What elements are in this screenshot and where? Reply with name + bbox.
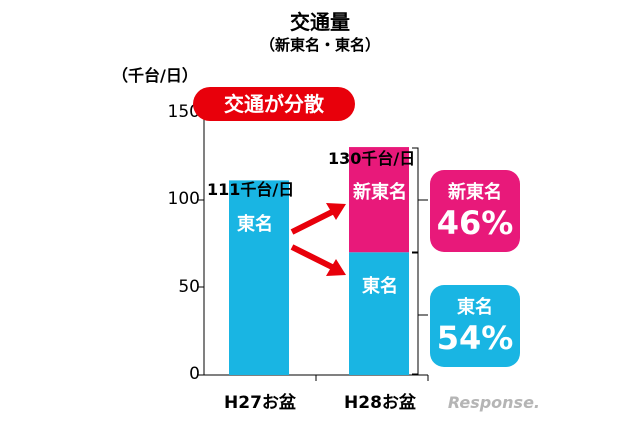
arrow-lower bbox=[290, 244, 336, 271]
share-label-tomei: 東名 bbox=[457, 297, 493, 318]
share-percent-shintomei: 46% bbox=[436, 204, 514, 242]
arrow-lower-head bbox=[326, 259, 346, 276]
arrows bbox=[290, 203, 346, 276]
share-percent-tomei: 54% bbox=[436, 319, 514, 357]
y-axis-unit: （千台/日） bbox=[112, 66, 198, 85]
y-tick-150: 150 bbox=[167, 102, 200, 122]
brackets bbox=[412, 147, 428, 375]
bar-h27-tomei bbox=[229, 180, 289, 375]
y-tick-0: 0 bbox=[189, 364, 200, 384]
chart-title: 交通量 bbox=[290, 10, 350, 34]
y-tick-100: 100 bbox=[167, 189, 200, 209]
x-tick-h27: H27お盆 bbox=[224, 393, 296, 413]
bar-h28-tomei bbox=[349, 252, 409, 375]
segment-label-h27-tomei: 東名 bbox=[237, 214, 273, 235]
x-tick-h28: H28お盆 bbox=[344, 393, 416, 413]
share-label-shintomei: 新東名 bbox=[448, 182, 502, 203]
chart-subtitle: （新東名・東名） bbox=[259, 36, 380, 54]
total-label-h28: 130千台/日 bbox=[328, 149, 416, 168]
bracket-tomei bbox=[412, 252, 419, 375]
segment-label-h28-tomei: 東名 bbox=[362, 276, 398, 297]
share-box-tomei: 東名 54% bbox=[430, 285, 520, 367]
callout-dispersed: 交通が分散 bbox=[193, 87, 355, 121]
segment-label-h28-shintomei: 新東名 bbox=[353, 182, 407, 203]
bar-h28-shintomei bbox=[349, 147, 409, 253]
y-tick-50: 50 bbox=[178, 277, 200, 297]
arrow-upper-head bbox=[326, 203, 346, 220]
arrow-upper bbox=[290, 208, 336, 235]
watermark-logo: Response. bbox=[447, 393, 540, 412]
share-box-shintomei: 新東名 46% bbox=[430, 170, 520, 252]
total-label-h27: 111千台/日 bbox=[207, 180, 295, 199]
